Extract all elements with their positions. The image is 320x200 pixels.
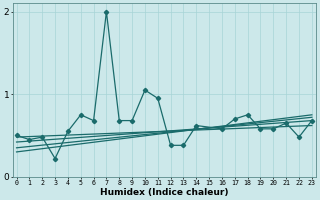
X-axis label: Humidex (Indice chaleur): Humidex (Indice chaleur) — [100, 188, 228, 197]
